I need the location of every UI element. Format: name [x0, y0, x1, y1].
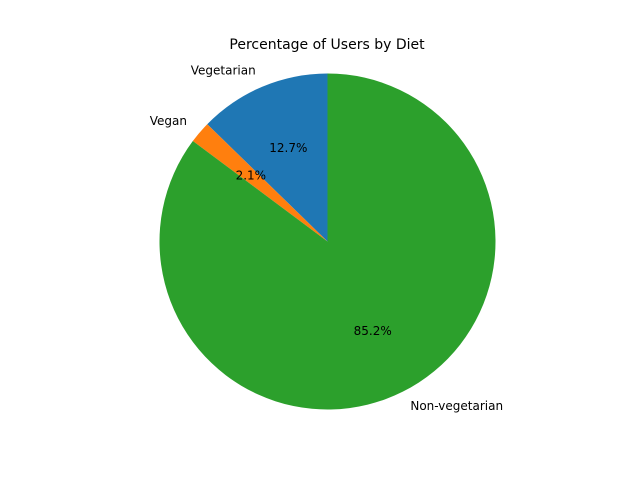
slice-label: Non-vegetarian: [410, 399, 503, 413]
pie-slice-non-vegetarian: [159, 73, 496, 410]
pie-slice-vegan: [192, 124, 328, 242]
pie-labels: Vegetarian 12.7% Vegan 2.1% Non-vegetarian 85…: [150, 64, 503, 413]
slice-label: Vegan: [150, 114, 187, 128]
pie-slice-vegetarian: [207, 73, 328, 242]
slice-percentage-label: 85.2%: [354, 324, 392, 338]
chart-title: Percentage of Users by Diet: [229, 37, 425, 53]
pie-slices: [159, 73, 496, 410]
slice-percentage-label: 2.1%: [236, 169, 267, 183]
slice-percentage-label: 12.7%: [269, 141, 307, 155]
slice-label: Vegetarian: [191, 64, 256, 78]
